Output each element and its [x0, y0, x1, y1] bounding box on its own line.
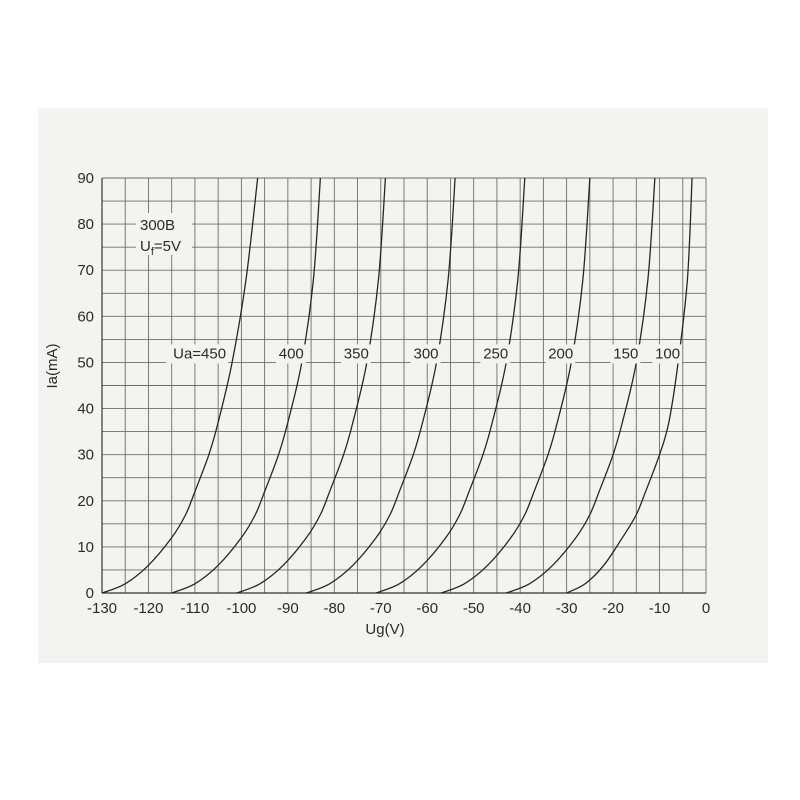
x-tick-label: -50: [463, 600, 485, 617]
x-tick-label: -40: [509, 600, 531, 617]
axes: [101, 178, 706, 594]
x-tick-label: -30: [556, 600, 578, 617]
filament-symbol: U: [140, 238, 151, 255]
y-tick-label: 50: [77, 354, 94, 371]
series-curve: [440, 177, 591, 594]
series-label-background: [610, 344, 641, 364]
series-curve: [566, 177, 693, 594]
y-tick-labels: 0 10 20 30 40 50 60 70 80 90: [77, 170, 94, 602]
curves: [101, 177, 693, 594]
y-tick-label: 60: [77, 308, 94, 325]
series-label: 150: [613, 345, 638, 362]
y-tick-label: 80: [77, 216, 94, 233]
series-label: 300: [413, 345, 438, 362]
tube-type-label: 300B: [140, 217, 175, 234]
x-tick-label: -70: [370, 600, 392, 617]
y-tick-label: 20: [77, 493, 94, 510]
series-label-background: [410, 344, 441, 364]
series-label-background: [275, 344, 306, 364]
filament-value: =5V: [154, 238, 181, 255]
series-curve: [375, 177, 526, 594]
series-label: Ua=450: [173, 345, 226, 362]
series-label: 400: [279, 345, 304, 362]
x-tick-label: 0: [702, 600, 710, 617]
y-tick-label: 0: [86, 585, 94, 602]
y-tick-label: 40: [77, 401, 94, 418]
series-curve: [171, 177, 322, 594]
series-curve: [236, 177, 387, 594]
x-tick-label: -60: [416, 600, 438, 617]
series-label-background: [341, 344, 371, 364]
filament-subscript: f: [151, 246, 155, 258]
x-tick-label: -130: [87, 600, 117, 617]
x-tick-label: -120: [133, 600, 163, 617]
filament-voltage-label: Uf=5V: [140, 238, 181, 258]
series-label-background: [166, 344, 229, 364]
series-label-background: [545, 344, 576, 364]
series-label: 350: [344, 345, 369, 362]
x-tick-label: -80: [323, 600, 345, 617]
x-tick-label: -100: [226, 600, 256, 617]
x-tick-labels: -130 -120 -110 -100 -90 -80 -70 -60 -50 -40 -30 -20…: [87, 600, 710, 617]
curve-labels: Ua=450 400 350 300 250 200 150 100: [166, 344, 683, 364]
x-tick-label: -10: [649, 600, 671, 617]
x-axis-title: Ug(V): [365, 621, 404, 638]
series-label: 250: [483, 345, 508, 362]
annotation-background: [136, 213, 192, 255]
x-tick-label: -90: [277, 600, 299, 617]
y-tick-label: 30: [77, 447, 94, 464]
x-tick-label: -110: [180, 600, 209, 617]
y-tick-label: 10: [77, 539, 94, 556]
series-label-background: [652, 344, 683, 364]
series-label-background: [480, 344, 511, 364]
series-curve: [101, 177, 259, 594]
y-axis-title: Ia(mA): [44, 343, 61, 388]
series-curve: [505, 177, 656, 594]
x-tick-label: -20: [602, 600, 624, 617]
series-label: 200: [548, 345, 573, 362]
y-tick-label: 90: [77, 170, 94, 187]
series-label: 100: [655, 345, 680, 362]
y-tick-label: 70: [77, 262, 94, 279]
series-curve: [306, 177, 456, 594]
